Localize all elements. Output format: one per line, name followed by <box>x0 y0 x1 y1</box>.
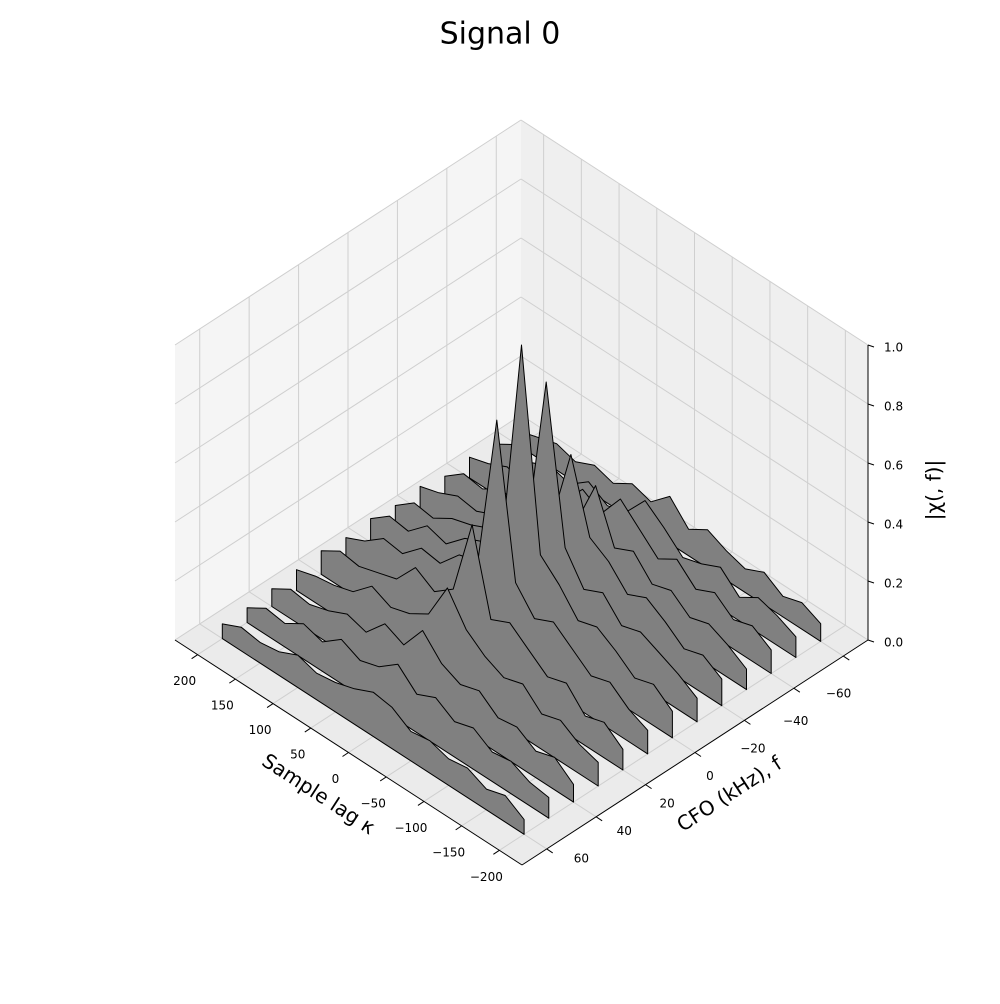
surface-row <box>370 344 673 739</box>
x-tick <box>304 727 312 733</box>
y-tick <box>645 784 652 790</box>
y-tick-label: −60 <box>826 686 851 700</box>
grid-line <box>520 296 869 523</box>
z-tick-label: 0.6 <box>884 459 903 473</box>
grid-line <box>520 178 869 405</box>
surface-row <box>394 381 698 723</box>
chart-title: Signal 0 <box>440 17 561 52</box>
y-tick-label: 0 <box>706 769 714 783</box>
y-tick-label: 60 <box>574 852 589 866</box>
y-tick <box>595 816 603 822</box>
x-tick <box>379 776 387 782</box>
surface-row <box>345 419 649 755</box>
grid-line <box>520 237 869 464</box>
x-tick <box>493 849 500 855</box>
z-tick-label: 0.0 <box>884 636 903 650</box>
x-tick <box>266 703 274 709</box>
z-tick-label: 0.2 <box>884 577 903 591</box>
y-tick-label: −20 <box>740 741 765 755</box>
x-tick-label: 100 <box>249 723 272 737</box>
x-tick <box>342 752 349 757</box>
z-axis-label: |χ(, f)| <box>922 460 946 520</box>
x-tick-label: −100 <box>394 821 427 835</box>
y-axis-label: CFO (kHz), f <box>672 750 787 836</box>
y-tick <box>843 655 850 661</box>
y-tick <box>694 752 702 757</box>
x-tick <box>229 678 236 684</box>
x-tick-label: 0 <box>332 772 340 786</box>
grid-line <box>174 237 522 464</box>
z-tick <box>867 344 875 348</box>
y-tick <box>793 687 801 693</box>
grid-line <box>174 355 522 582</box>
x-tick-label: 50 <box>290 748 305 762</box>
y-tick-label: −40 <box>783 714 808 728</box>
z-tick-label: 0.8 <box>884 400 903 414</box>
surface-row <box>221 623 525 835</box>
grid-line <box>174 296 522 523</box>
x-tick <box>417 800 425 806</box>
z-tick-label: 0.4 <box>884 518 903 532</box>
y-tick <box>546 848 553 854</box>
z-tick <box>867 580 875 584</box>
z-tick <box>867 462 875 466</box>
y-tick-label: 20 <box>660 797 675 811</box>
z-tick <box>867 521 875 525</box>
x-tick <box>455 825 462 831</box>
x-tick-label: −200 <box>470 870 503 884</box>
grid-line <box>174 414 522 641</box>
y-tick <box>744 719 751 725</box>
x-tick-label: 200 <box>173 674 196 688</box>
z-tick <box>867 639 875 643</box>
grid-line <box>520 119 869 346</box>
grid-line <box>520 414 869 641</box>
x-tick <box>191 654 198 660</box>
grid-line <box>520 355 869 582</box>
x-tick-label: −150 <box>432 845 465 859</box>
surface-row <box>246 607 550 819</box>
x-tick-label: −50 <box>361 796 386 810</box>
y-tick-label: 40 <box>617 824 632 838</box>
grid-line <box>174 119 522 346</box>
x-axis-label: Sample lag κ <box>258 748 380 839</box>
z-tick-label: 1.0 <box>884 341 903 355</box>
x-tick-label: 150 <box>211 699 234 713</box>
z-tick <box>867 403 875 407</box>
grid-line <box>174 178 522 405</box>
